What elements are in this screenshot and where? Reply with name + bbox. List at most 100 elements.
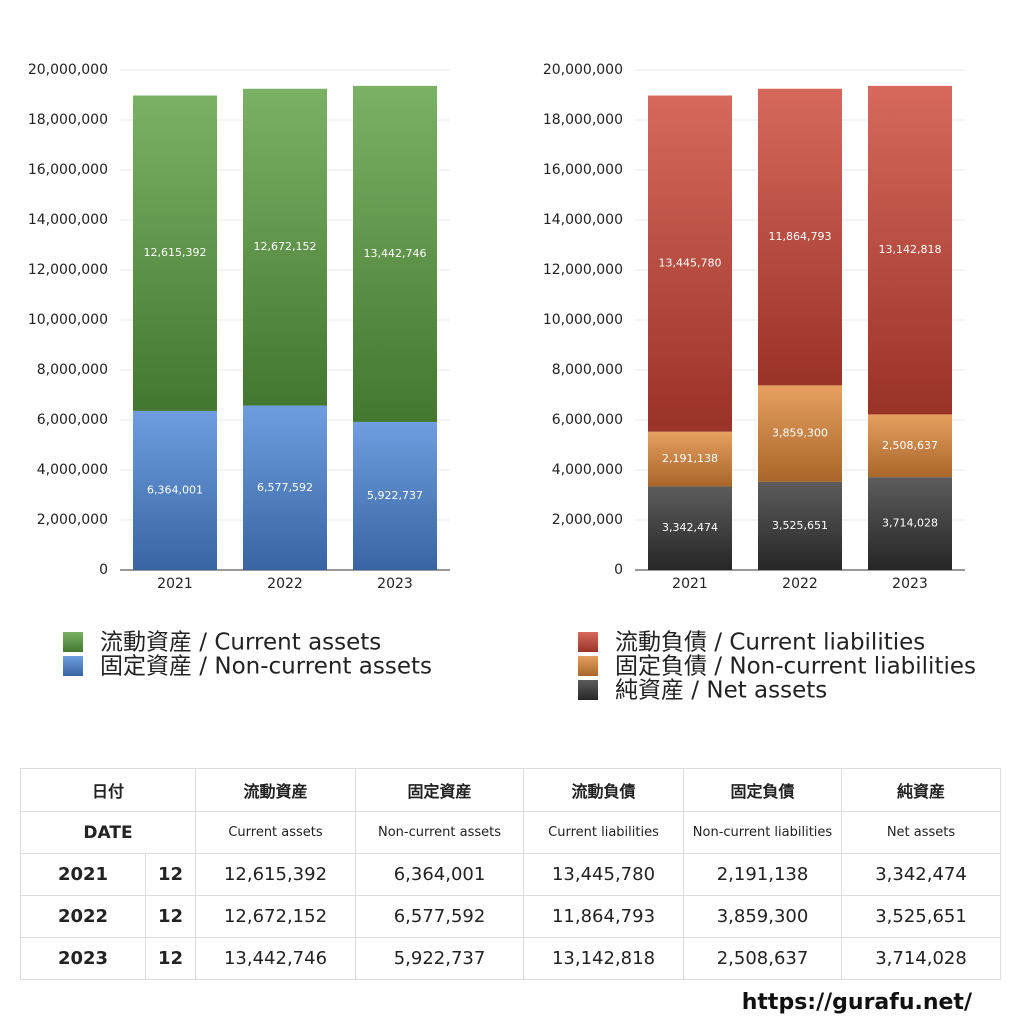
table-cell: 5,922,737 <box>355 937 524 980</box>
table-cell: 12 <box>145 937 196 980</box>
value-label: 6,364,001 <box>147 483 203 496</box>
y-tick-label: 16,000,000 <box>28 162 108 178</box>
header-cell: Current liabilities <box>523 811 684 854</box>
header-cell: 固定資産 <box>355 768 524 812</box>
y-tick-label: 6,000,000 <box>37 412 108 428</box>
bar-segment <box>648 95 732 432</box>
charts: 0 2,000,000 4,000,000 6,000,000 8,000,000 10,… <box>28 62 976 704</box>
x-tick-label: 2023 <box>377 576 413 592</box>
bar-segment <box>243 405 327 570</box>
legend-label: 固定資産 / Non-current assets <box>100 654 432 680</box>
bar-segment <box>758 88 842 386</box>
y-tick-label: 16,000,000 <box>543 162 623 178</box>
header-cell: Non-current assets <box>355 811 524 854</box>
value-label: 12,672,152 <box>254 240 317 253</box>
y-tick-label: 14,000,000 <box>28 212 108 228</box>
table-cell: 12,672,152 <box>195 895 356 938</box>
y-tick-label: 2,000,000 <box>37 512 108 528</box>
y-tick-label: 10,000,000 <box>28 312 108 328</box>
legend-swatch <box>578 680 598 700</box>
legend-swatch <box>578 656 598 676</box>
table-cell: 12,615,392 <box>195 853 356 896</box>
header-cell: Net assets <box>841 811 1001 854</box>
table-cell: 3,342,474 <box>841 853 1001 896</box>
y-tick-label: 12,000,000 <box>543 262 623 278</box>
header-cell: Non-current liabilities <box>683 811 842 854</box>
bar-segment <box>868 477 952 570</box>
footer-url: https://gurafu.net/ <box>741 990 972 1015</box>
x-tick-label: 2021 <box>672 576 708 592</box>
value-label: 13,445,780 <box>659 257 722 270</box>
bar-segment <box>133 410 217 570</box>
table-cell: 12 <box>145 853 196 896</box>
header-cell: 固定負債 <box>683 768 842 812</box>
bar-segment <box>353 421 437 570</box>
value-label: 13,442,746 <box>364 247 427 260</box>
value-label: 5,922,737 <box>367 489 423 502</box>
legend-label: 流動負債 / Current liabilities <box>615 630 925 656</box>
bar-segment <box>648 431 732 487</box>
table-cell: 3,859,300 <box>683 895 842 938</box>
header-cell: 純資産 <box>841 768 1001 812</box>
table-cell: 2021 <box>20 853 146 896</box>
table-cell: 13,142,818 <box>523 937 684 980</box>
y-tick-label: 6,000,000 <box>552 412 623 428</box>
header-cell: DATE <box>20 811 196 854</box>
y-tick-label: 18,000,000 <box>543 112 623 128</box>
header-cell: 日付 <box>20 768 196 812</box>
value-label: 3,859,300 <box>772 427 828 440</box>
legend-swatch <box>578 632 598 652</box>
y-tick-label: 20,000,000 <box>28 62 108 78</box>
y-tick-label: 2,000,000 <box>552 512 623 528</box>
table-cell: 6,364,001 <box>355 853 524 896</box>
x-tick-label: 2023 <box>892 576 928 592</box>
y-tick-label: 8,000,000 <box>37 362 108 378</box>
value-label: 3,342,474 <box>662 521 718 534</box>
header-cell: 流動負債 <box>523 768 684 812</box>
y-tick-label: 12,000,000 <box>28 262 108 278</box>
data-table: 日付 流動資産 固定資産 流動負債 固定負債 純資産 DATE Current assets N… <box>20 768 1001 980</box>
table-cell: 6,577,592 <box>355 895 524 938</box>
table-cell: 3,525,651 <box>841 895 1001 938</box>
y-tick-label: 4,000,000 <box>37 462 108 478</box>
y-tick-label: 0 <box>614 562 623 578</box>
y-tick-label: 8,000,000 <box>552 362 623 378</box>
table-cell: 12 <box>145 895 196 938</box>
y-tick-label: 18,000,000 <box>28 112 108 128</box>
value-label: 3,525,651 <box>772 519 828 532</box>
value-label: 6,577,592 <box>257 481 313 494</box>
x-tick-label: 2021 <box>157 576 193 592</box>
table-cell: 2,508,637 <box>683 937 842 980</box>
table-cell: 2023 <box>20 937 146 980</box>
value-label: 3,714,028 <box>882 517 938 530</box>
table-cell: 2022 <box>20 895 146 938</box>
table-cell: 11,864,793 <box>523 895 684 938</box>
bar-segment <box>243 88 327 406</box>
y-tick-label: 4,000,000 <box>552 462 623 478</box>
value-label: 2,191,138 <box>662 452 718 465</box>
y-tick-label: 10,000,000 <box>543 312 623 328</box>
legend-label: 固定負債 / Non-current liabilities <box>615 654 976 680</box>
bar-segment <box>758 385 842 482</box>
table-cell: 3,714,028 <box>841 937 1001 980</box>
header-cell: Current assets <box>195 811 356 854</box>
table-cell: 13,445,780 <box>523 853 684 896</box>
legend-label: 流動資産 / Current assets <box>100 630 381 656</box>
y-tick-label: 0 <box>99 562 108 578</box>
value-label: 12,615,392 <box>144 246 207 259</box>
bar-segment <box>353 85 437 422</box>
bar-segment <box>648 486 732 570</box>
y-tick-label: 20,000,000 <box>543 62 623 78</box>
bar-segment <box>133 95 217 411</box>
table-cell: 2,191,138 <box>683 853 842 896</box>
bar-segment <box>868 414 952 478</box>
value-label: 2,508,637 <box>882 439 938 452</box>
bar-segment <box>868 85 952 415</box>
legend-label: 純資産 / Net assets <box>615 678 827 704</box>
legend-swatch <box>63 656 83 676</box>
value-label: 13,142,818 <box>879 243 942 256</box>
x-tick-label: 2022 <box>267 576 303 592</box>
header-cell: 流動資産 <box>195 768 356 812</box>
value-label: 11,864,793 <box>769 230 832 243</box>
